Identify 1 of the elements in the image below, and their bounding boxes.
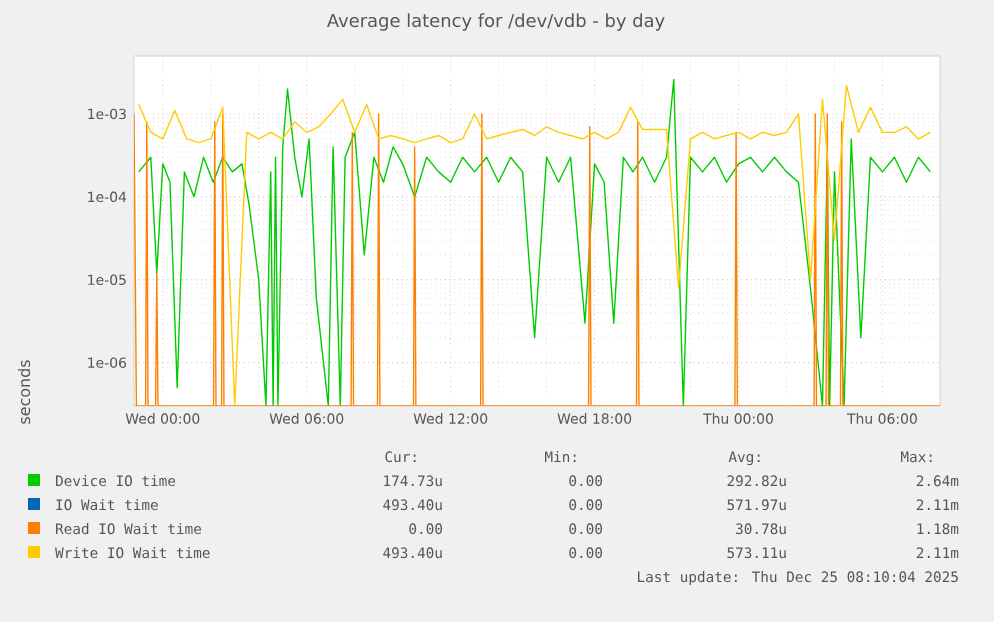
chart-title: Average latency for /dev/vdb - by day	[326, 13, 665, 31]
